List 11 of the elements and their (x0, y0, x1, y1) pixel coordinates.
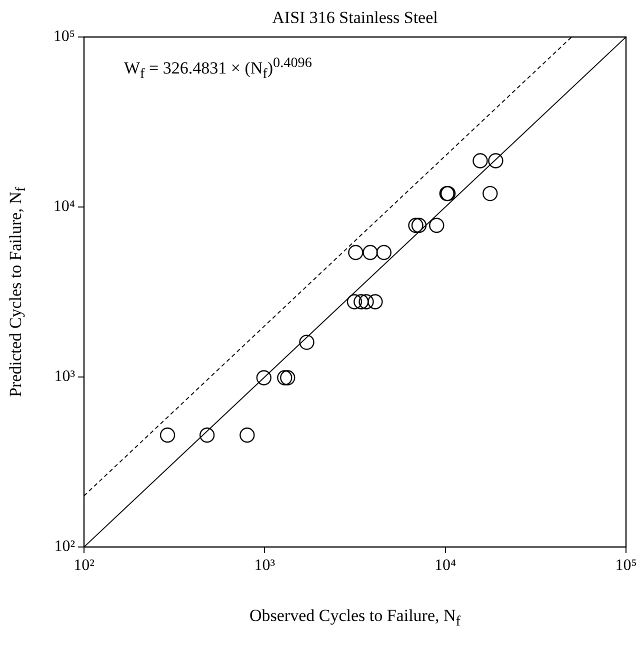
y-tick-label: 10⁴ (53, 198, 76, 216)
chart-title: AISI 316 Stainless Steel (271, 8, 439, 28)
x-tick-label: 10⁴ (434, 556, 457, 574)
x-tick-label: 10³ (254, 556, 276, 574)
y-tick-label: 10⁵ (53, 28, 75, 46)
x-tick-label: 10² (74, 556, 95, 574)
x-axis-title: Observed Cycles to Failure, N$_{f}$ (248, 606, 462, 630)
y-tick-label: 10² (54, 538, 76, 556)
x-tick-label: 10⁵ (615, 556, 637, 574)
annotation: W$_{f}$ = 326.4831 × (N$_{f}$)$^{0.4096}$ (124, 55, 312, 84)
y-tick-label: 10³ (54, 368, 76, 386)
